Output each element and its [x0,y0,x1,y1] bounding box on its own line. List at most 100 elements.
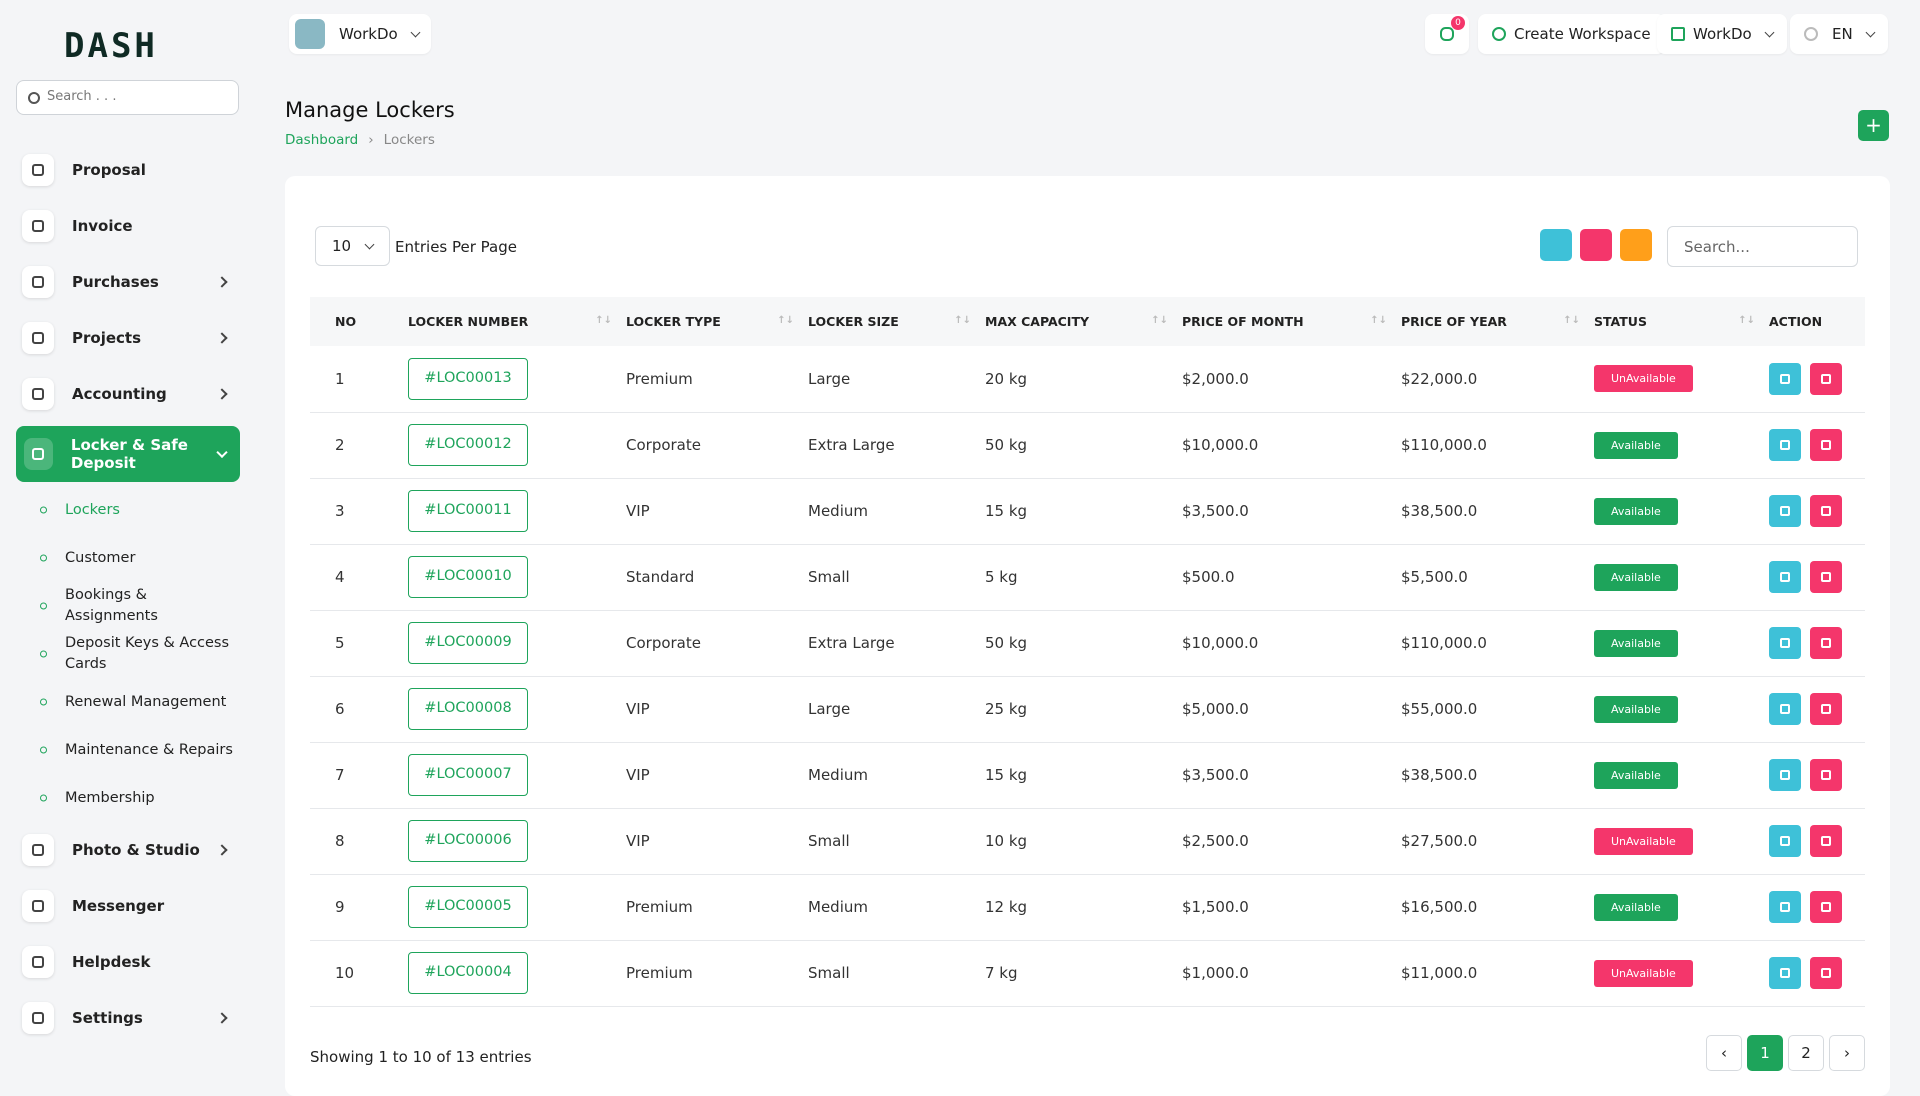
cell-text: $3,500.0 [1182,502,1249,520]
next-page[interactable]: › [1829,1035,1865,1071]
edit-button[interactable] [1769,957,1801,989]
menu-item[interactable]: Projects [16,310,240,366]
edit-button[interactable] [1769,495,1801,527]
delete-button[interactable] [1810,693,1842,725]
delete-button[interactable] [1810,825,1842,857]
menu-item[interactable]: Accounting [16,366,240,422]
table-cell: #LOC00013 [408,346,626,413]
column-header[interactable]: PRICE OF YEAR ↑↓ [1401,297,1594,346]
add-button[interactable]: + [1858,110,1889,141]
edit-button[interactable] [1769,759,1801,791]
create-workspace[interactable]: Create Workspace [1478,14,1665,54]
column-header[interactable]: LOCKER TYPE ↑↓ [626,297,808,346]
sidebar-search[interactable]: Search . . . [16,80,239,115]
prev-page[interactable]: ‹ [1706,1035,1742,1071]
column-header[interactable]: LOCKER SIZE ↑↓ [808,297,985,346]
language: EN [1832,25,1853,43]
menu-item[interactable]: Invoice [16,198,240,254]
column-header[interactable]: LOCKER NUMBER ↑↓ [408,297,626,346]
cell-text: Medium [808,502,868,520]
menu-item[interactable]: Helpdesk [16,934,240,990]
undo-button[interactable] [1580,229,1612,261]
cell-text: $10,000.0 [1182,436,1259,454]
account-menu[interactable]: WorkDo [1657,14,1787,54]
table-cell: VIP [626,742,808,809]
submenu-item[interactable]: Bookings & Assignments [16,582,240,630]
status-badge: Available [1594,563,1678,591]
table-cell: Available [1594,676,1769,743]
edit-button[interactable] [1769,693,1801,725]
status-badge: Available [1594,761,1678,789]
table-cell: Available [1594,544,1769,611]
locker-number[interactable]: #LOC00011 [408,490,528,532]
notifications[interactable]: 0 [1425,14,1469,54]
icon-glyph [1780,572,1790,582]
edit-button[interactable] [1769,627,1801,659]
icon-glyph [32,332,44,344]
column-header[interactable]: STATUS ↑↓ [1594,297,1769,346]
sort-icon: ↑↓ [595,315,612,326]
table-cell: Available [1594,478,1769,545]
edit-button[interactable] [1769,429,1801,461]
column-header[interactable]: MAX CAPACITY ↑↓ [985,297,1182,346]
language-menu[interactable]: EN [1790,14,1888,54]
menu-item[interactable]: Proposal [16,142,240,198]
breadcrumb-link[interactable]: Dashboard [285,132,359,148]
column-title: MAX CAPACITY [985,314,1090,329]
locker-number[interactable]: #LOC00005 [408,886,528,928]
edit-button[interactable] [1769,825,1801,857]
delete-button[interactable] [1810,891,1842,923]
menu-item[interactable]: Purchases [16,254,240,310]
cell-text: Extra Large [808,436,895,454]
workspace-switch[interactable]: WorkDo [289,14,431,54]
locker-number[interactable]: #LOC00010 [408,556,528,598]
icon-glyph [32,164,44,176]
table-cell: #LOC00011 [408,478,626,545]
menu-item[interactable]: Photo & Studio [16,822,240,878]
page-button[interactable]: 2 [1788,1035,1824,1071]
delete-button[interactable] [1810,759,1842,791]
action-cell [1769,478,1865,545]
table-cell: #LOC00006 [408,808,626,875]
menu: Proposal Invoice Purchases Projects Accounti… [16,142,240,1046]
status-badge: Available [1594,893,1678,921]
table-cell: $10,000.0 [1182,610,1401,677]
delete-button[interactable] [1810,561,1842,593]
edit-button[interactable] [1769,362,1801,395]
menu-item[interactable]: Locker & Safe Deposit [16,426,240,482]
locker-number[interactable]: #LOC00013 [408,357,528,400]
sort-icon: ↑↓ [777,315,794,326]
locker-number[interactable]: #LOC00008 [408,688,528,730]
delete-button[interactable] [1810,627,1842,659]
menu-item[interactable]: Settings [16,990,240,1046]
cell-text: 4 [335,568,345,586]
locker-number[interactable]: #LOC00006 [408,820,528,862]
icon-glyph [32,956,44,968]
icon-glyph [1780,902,1790,912]
submenu-item[interactable]: Customer [16,534,240,582]
submenu-item[interactable]: Membership [16,774,240,822]
submenu-item[interactable]: Lockers [16,486,240,534]
page-button[interactable]: 1 [1747,1035,1783,1071]
delete-button[interactable] [1810,495,1842,527]
delete-button[interactable] [1810,429,1842,461]
table-row: 2 #LOC00012 Corporate Extra Large 50 kg $10,0… [310,412,1865,479]
per-page-select[interactable]: 10 [315,226,390,266]
edit-button[interactable] [1769,561,1801,593]
locker-number[interactable]: #LOC00004 [408,952,528,994]
edit-button[interactable] [1769,891,1801,923]
column-header[interactable]: PRICE OF MONTH ↑↓ [1182,297,1401,346]
refresh-button[interactable] [1620,229,1652,261]
submenu-item[interactable]: Maintenance & Repairs [16,726,240,774]
locker-number[interactable]: #LOC00012 [408,424,528,466]
submenu-item[interactable]: Deposit Keys & Access Cards [16,630,240,678]
icon-glyph [1780,968,1790,978]
delete-button[interactable] [1810,362,1842,395]
delete-button[interactable] [1810,957,1842,989]
locker-number[interactable]: #LOC00009 [408,622,528,664]
locker-number[interactable]: #LOC00007 [408,754,528,796]
menu-item[interactable]: Messenger [16,878,240,934]
export-button[interactable] [1540,229,1572,261]
submenu-item[interactable]: Renewal Management [16,678,240,726]
table-search[interactable]: Search... [1667,226,1858,267]
